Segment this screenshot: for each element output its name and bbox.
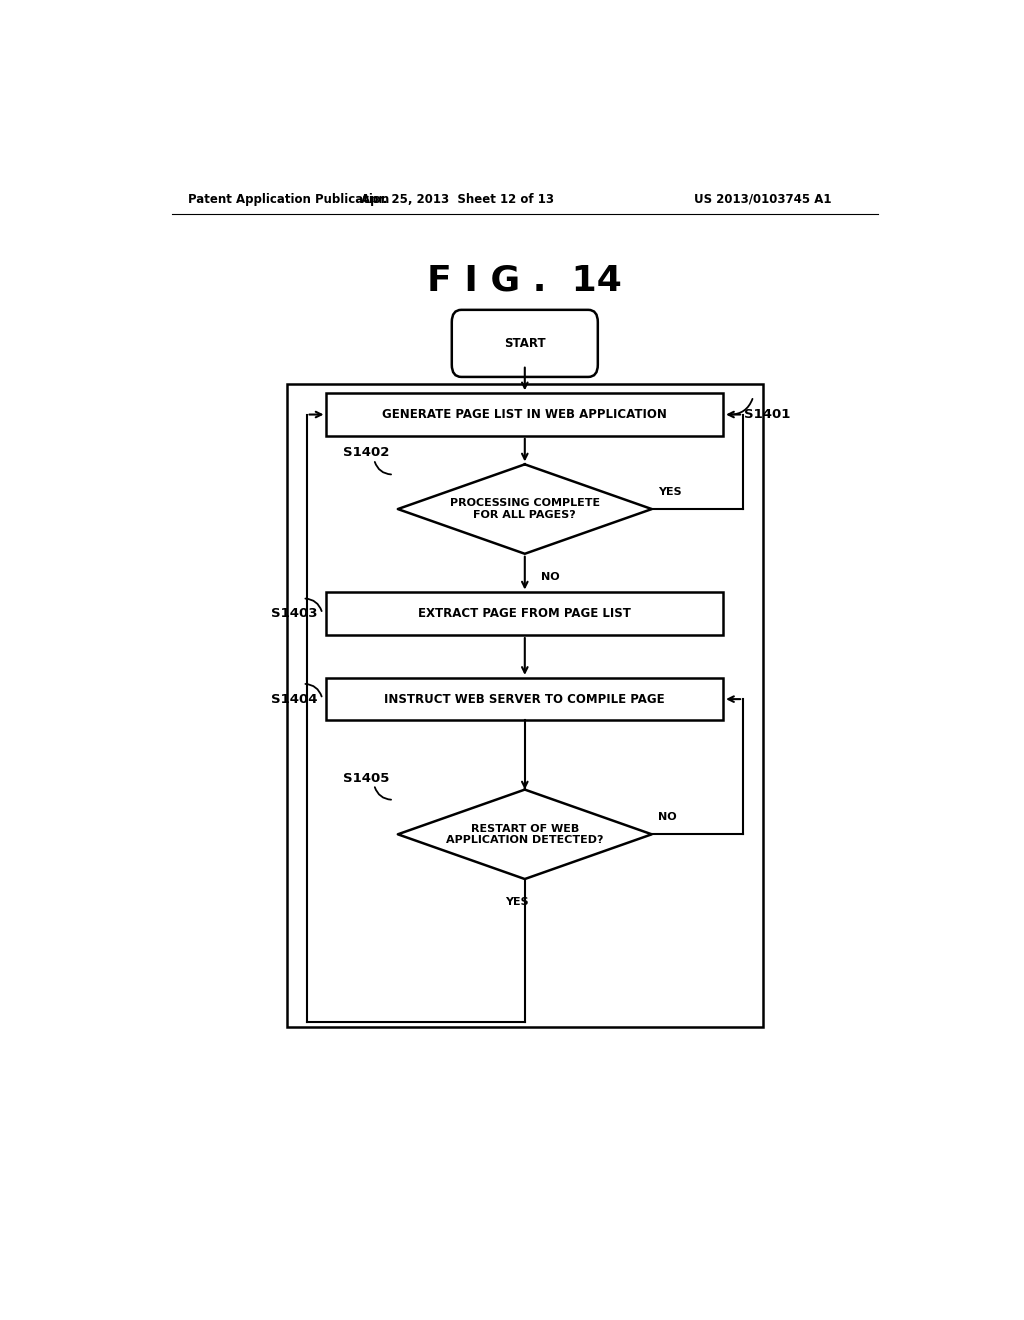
Text: GENERATE PAGE LIST IN WEB APPLICATION: GENERATE PAGE LIST IN WEB APPLICATION: [382, 408, 668, 421]
Text: PROCESSING COMPLETE
FOR ALL PAGES?: PROCESSING COMPLETE FOR ALL PAGES?: [450, 498, 600, 520]
Text: S1402: S1402: [343, 446, 389, 459]
Text: Patent Application Publication: Patent Application Publication: [187, 193, 389, 206]
Text: S1403: S1403: [271, 607, 317, 620]
Text: S1405: S1405: [343, 771, 389, 784]
Text: EXTRACT PAGE FROM PAGE LIST: EXTRACT PAGE FROM PAGE LIST: [419, 607, 631, 620]
Text: YES: YES: [505, 898, 528, 907]
Bar: [327, 593, 723, 635]
Text: RESTART OF WEB
APPLICATION DETECTED?: RESTART OF WEB APPLICATION DETECTED?: [446, 824, 603, 845]
Text: S1404: S1404: [271, 693, 317, 706]
Bar: [287, 384, 763, 1027]
Text: F I G .  14: F I G . 14: [427, 264, 623, 297]
Text: NO: NO: [658, 812, 677, 822]
Text: US 2013/0103745 A1: US 2013/0103745 A1: [694, 193, 831, 206]
Text: Apr. 25, 2013  Sheet 12 of 13: Apr. 25, 2013 Sheet 12 of 13: [360, 193, 554, 206]
Bar: [327, 677, 723, 721]
Bar: [327, 393, 723, 436]
Text: START: START: [504, 337, 546, 350]
Text: INSTRUCT WEB SERVER TO COMPILE PAGE: INSTRUCT WEB SERVER TO COMPILE PAGE: [384, 693, 666, 706]
Text: NO: NO: [541, 572, 559, 582]
Text: YES: YES: [658, 487, 682, 496]
FancyBboxPatch shape: [452, 310, 598, 378]
Text: S1401: S1401: [743, 408, 791, 421]
